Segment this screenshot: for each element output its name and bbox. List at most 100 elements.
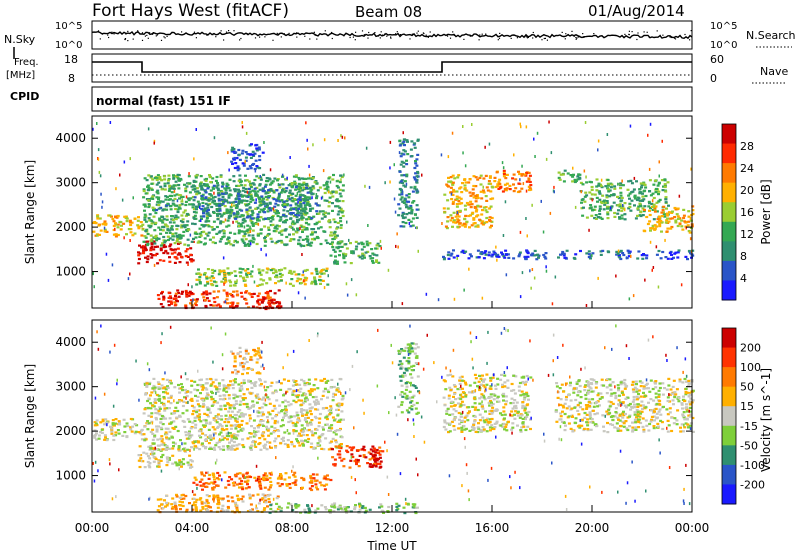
data-cell — [168, 221, 172, 224]
noise-speck — [99, 174, 102, 178]
data-cell — [275, 227, 279, 230]
data-cell — [261, 497, 265, 500]
data-cell — [240, 419, 244, 423]
data-cell — [215, 296, 219, 299]
data-cell — [254, 479, 258, 482]
data-cell — [412, 143, 416, 146]
data-cell — [627, 251, 631, 254]
data-cell — [250, 445, 253, 448]
noise-speck — [522, 182, 525, 186]
data-cell — [164, 427, 168, 430]
data-cell — [233, 355, 237, 358]
power-colorbar-tick: 20 — [740, 184, 754, 197]
data-cell — [289, 208, 292, 211]
data-cell — [157, 204, 161, 207]
data-cell — [273, 427, 277, 430]
data-cell — [267, 196, 271, 199]
data-cell — [162, 396, 166, 399]
data-cell — [212, 228, 216, 231]
data-cell — [345, 449, 349, 452]
data-cell — [213, 480, 217, 484]
data-cell — [159, 303, 163, 306]
data-cell — [310, 282, 314, 285]
data-cell — [297, 211, 301, 214]
data-cell — [249, 367, 253, 371]
data-cell — [123, 425, 127, 428]
data-cell — [245, 476, 249, 479]
data-cell — [335, 234, 339, 237]
data-cell — [335, 388, 339, 391]
data-cell — [190, 404, 194, 407]
data-cell — [401, 216, 405, 219]
data-cell — [150, 451, 154, 454]
data-cell — [195, 498, 199, 501]
data-cell — [161, 290, 164, 294]
data-cell — [413, 166, 417, 170]
data-cell — [300, 378, 304, 381]
data-cell — [236, 210, 239, 213]
data-cell — [241, 372, 245, 376]
data-cell — [236, 212, 240, 215]
data-cell — [137, 225, 141, 228]
data-cell — [175, 257, 179, 260]
noise-speck — [331, 242, 334, 246]
noise-speck — [233, 240, 235, 244]
search-noise-dot — [99, 38, 101, 40]
data-cell — [464, 214, 468, 217]
data-cell — [272, 230, 276, 233]
data-cell — [674, 251, 678, 254]
data-cell — [203, 273, 206, 276]
data-cell — [144, 215, 148, 218]
data-cell — [489, 197, 493, 201]
data-cell — [100, 428, 104, 431]
data-cell — [227, 272, 231, 275]
data-cell — [155, 191, 159, 194]
data-cell — [361, 252, 365, 255]
data-cell — [337, 390, 341, 393]
data-cell — [537, 256, 540, 259]
data-cell — [275, 497, 279, 500]
data-cell — [270, 425, 274, 428]
data-cell — [623, 213, 627, 216]
data-cell — [338, 181, 342, 184]
data-cell — [196, 403, 200, 406]
data-cell — [350, 251, 354, 254]
search-noise-dot — [671, 36, 673, 38]
data-cell — [609, 186, 613, 189]
data-cell — [286, 443, 290, 446]
data-cell — [141, 245, 145, 248]
data-cell — [463, 187, 467, 190]
data-cell — [258, 188, 262, 191]
data-cell — [225, 428, 229, 431]
data-cell — [341, 189, 345, 192]
data-cell — [248, 493, 251, 496]
search-noise-dot — [124, 38, 126, 41]
data-cell — [322, 272, 326, 275]
noise-speck — [583, 169, 586, 173]
data-cell — [305, 228, 309, 231]
data-cell — [607, 251, 611, 254]
data-cell — [104, 418, 108, 421]
data-cell — [212, 276, 216, 280]
data-cell — [314, 222, 318, 226]
data-cell — [597, 191, 601, 194]
data-cell — [262, 402, 266, 405]
data-cell — [253, 427, 256, 430]
data-cell — [639, 214, 643, 218]
data-cell — [265, 267, 269, 270]
data-cell — [256, 294, 260, 298]
data-cell — [128, 219, 132, 222]
data-cell — [156, 381, 160, 384]
data-cell — [185, 292, 189, 295]
search-noise-dot — [355, 31, 357, 33]
data-cell — [452, 211, 456, 214]
noise-speck — [306, 138, 308, 142]
data-cell — [338, 254, 341, 257]
data-cell — [184, 214, 188, 217]
data-cell — [157, 410, 161, 413]
noise-speck — [629, 124, 632, 128]
data-cell — [234, 206, 238, 210]
data-cell — [350, 250, 354, 253]
data-cell — [597, 184, 601, 187]
data-cell — [640, 184, 644, 187]
